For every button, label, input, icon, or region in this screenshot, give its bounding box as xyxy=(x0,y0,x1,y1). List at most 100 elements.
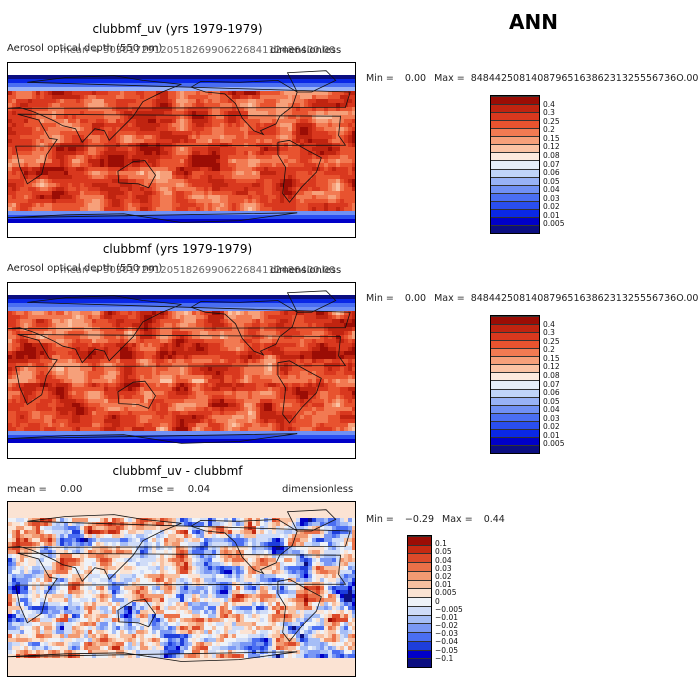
colorbar-tick-label: 0.25 xyxy=(543,336,560,346)
panel-2-map-canvas xyxy=(8,283,355,458)
colorbar-tick-label: −0.02 xyxy=(435,621,458,631)
colorbar-tick-label: 0.25 xyxy=(543,116,560,126)
colorbar-tick-label: 0.2 xyxy=(543,125,555,135)
greenland-outline xyxy=(286,70,337,93)
panel-3-rmse-label: rmse = xyxy=(138,484,175,495)
colorbar-tick-label: 0.3 xyxy=(543,108,555,118)
colorbar-cell xyxy=(408,623,431,633)
panel-3-min-label: Min = xyxy=(366,514,394,525)
colorbar-tick-label: 0.4 xyxy=(543,319,555,329)
colorbar-tick-label: 0.03 xyxy=(543,193,560,203)
greenland-outline xyxy=(286,290,337,313)
colorbar-cell xyxy=(491,340,539,349)
colorbar-tick-label: 0.04 xyxy=(543,405,560,415)
africa-outline xyxy=(15,113,347,185)
colorbar-tick-label: −0.04 xyxy=(435,637,458,647)
panel-2-minmax: Min = 0.00 Max = 84844250814087965163862… xyxy=(366,293,698,304)
field-cells xyxy=(8,502,355,676)
panel-3-map xyxy=(7,501,356,677)
panel-2-min-value: 0.00 xyxy=(404,293,427,304)
colorbar-tick-label: 0 xyxy=(435,596,440,606)
panel-1-min-value: 0.00 xyxy=(404,73,427,84)
colorbar-tick-label: 0.4 xyxy=(543,99,555,109)
colorbar-cell xyxy=(491,176,539,185)
australia-outline xyxy=(117,599,156,628)
panel-2-map xyxy=(7,282,356,459)
colorbar-tick-label: 0.3 xyxy=(543,328,555,338)
panel-3-rmse-value: 0.04 xyxy=(187,484,211,495)
south-america-outline xyxy=(277,578,322,642)
antarctica-outline xyxy=(8,433,298,444)
colorbar-tick-label: 0.15 xyxy=(543,353,560,363)
colorbar-tick-label: 0.08 xyxy=(543,370,560,380)
panel-3-rmse: rmse = 0.04 xyxy=(138,484,210,495)
colorbar-cell xyxy=(491,104,539,113)
colorbar-tick-label: 0.08 xyxy=(543,150,560,160)
colorbar-cell xyxy=(491,444,539,453)
colorbar-tick-label: 0.01 xyxy=(435,580,452,590)
season-label: ANN xyxy=(509,10,558,34)
colorbar-cell xyxy=(408,632,431,641)
colorbar-tick-label: 0.06 xyxy=(543,388,560,398)
colorbar-cell xyxy=(491,136,539,145)
north-america-outline xyxy=(190,300,298,356)
panel-1-max-value: 8484425081408796516386231325556736O.00 xyxy=(470,73,699,84)
colorbar-cell xyxy=(491,216,539,225)
panel-3-colorbar xyxy=(407,535,432,668)
panel-3-mean-value: 0.00 xyxy=(60,484,83,495)
colorbar-tick-label: −0.03 xyxy=(435,629,458,639)
colorbar-tick-label: 0.02 xyxy=(543,202,560,212)
colorbar-tick-label: 0.01 xyxy=(543,210,560,220)
panel-2-max-value: 8484425081408796516386231325556736O.00 xyxy=(470,293,699,304)
panel-3-max-value: 0.44 xyxy=(483,514,505,525)
australia-outline xyxy=(117,160,156,189)
north-america-outline xyxy=(190,518,298,575)
eurasia-outline xyxy=(8,295,351,364)
colorbar-cell xyxy=(491,372,539,381)
panel-2-mean: mean = 503017291205182699062268411248640… xyxy=(60,265,336,276)
colorbar-cell xyxy=(491,356,539,365)
panel-3-units: dimensionless xyxy=(282,484,354,495)
panel-2-units: dimensionless xyxy=(270,265,342,276)
colorbar-cell xyxy=(491,144,539,153)
colorbar-cell xyxy=(491,168,539,177)
colorbar-tick-label: −0.005 xyxy=(435,604,463,614)
south-america-outline xyxy=(277,360,322,424)
north-america-outline xyxy=(190,79,298,136)
panel-2-variable-long-name: Aerosol optical depth (550 nm) xyxy=(7,263,163,274)
colorbar-tick-label: 0.12 xyxy=(543,362,560,372)
colorbar-tick-label: 0.05 xyxy=(543,176,560,186)
colorbar-tick-label: 0.005 xyxy=(435,588,457,598)
panel-2-title: clubbmf (yrs 1979-1979) xyxy=(102,242,253,256)
africa-outline xyxy=(15,552,347,624)
colorbar-tick-label: 0.02 xyxy=(435,571,452,581)
colorbar-cell xyxy=(491,420,539,429)
colorbar-cell xyxy=(491,208,539,217)
antarctica-outline xyxy=(8,651,298,662)
colorbar-tick-label: 0.05 xyxy=(435,547,452,557)
panel-3-title: clubbmf_uv - clubbmf xyxy=(112,464,243,478)
colorbar-tick-label: 0.03 xyxy=(543,413,560,423)
panel-2-colorbar xyxy=(490,315,540,454)
colorbar-cell xyxy=(408,605,431,615)
colorbar-tick-label: 0.01 xyxy=(543,430,560,440)
colorbar-tick-label: 0.1 xyxy=(435,539,447,549)
colorbar-cell xyxy=(408,588,431,598)
colorbar-tick-label: 0.005 xyxy=(543,219,565,229)
colorbar-cell xyxy=(408,597,431,606)
colorbar-tick-label: 0.07 xyxy=(543,159,560,169)
colorbar-cell xyxy=(491,396,539,405)
colorbar-cell xyxy=(491,184,539,193)
panel-2-max-label: Max = xyxy=(434,293,465,304)
antarctica-outline xyxy=(8,212,298,223)
colorbar-cell xyxy=(491,348,539,357)
colorbar-tick-label: 0.2 xyxy=(543,345,555,355)
colorbar-cell xyxy=(408,562,431,571)
colorbar-cell xyxy=(491,96,539,105)
colorbar-cell xyxy=(491,128,539,137)
colorbar-cell xyxy=(491,200,539,209)
panel-1-max-label: Max = xyxy=(434,73,465,84)
colorbar-cell xyxy=(408,553,431,563)
panel-1-mean: mean = 503017291205182699062268411248640… xyxy=(60,45,336,56)
panel-1-variable-long-name: Aerosol optical depth (550 nm) xyxy=(7,43,163,54)
